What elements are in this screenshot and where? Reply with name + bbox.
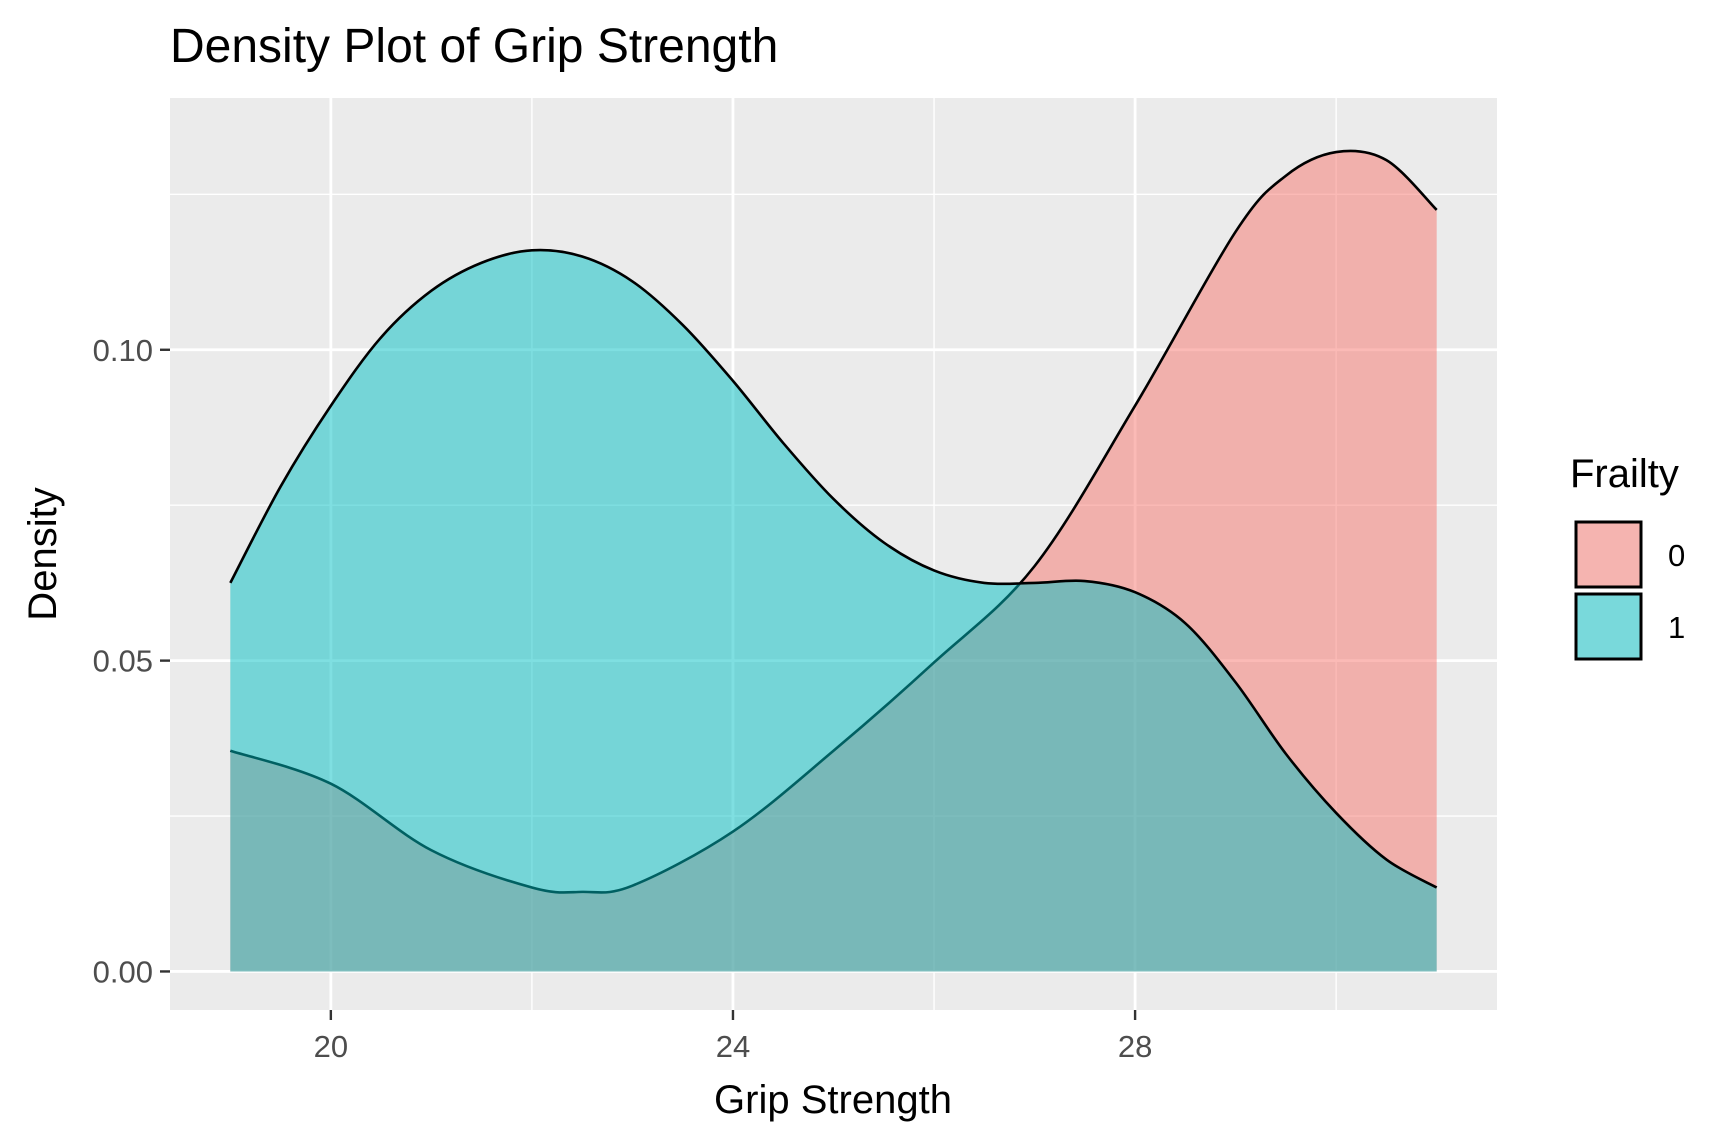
legend-title: Frailty	[1570, 452, 1679, 496]
legend-label: 0	[1668, 538, 1685, 573]
chart-title: Density Plot of Grip Strength	[170, 20, 778, 73]
y-axis-label: Density	[21, 487, 65, 620]
x-tick-label: 20	[314, 1029, 348, 1064]
y-tick-label: 0.05	[93, 644, 153, 679]
legend-key-1	[1574, 592, 1643, 661]
y-tick-label: 0.10	[93, 333, 153, 368]
density-area-1	[230, 250, 1437, 972]
legend-key-0	[1574, 520, 1643, 589]
x-tick-label: 28	[1118, 1029, 1152, 1064]
y-axis: 0.00 0.05 0.10	[93, 333, 170, 989]
x-tick-label: 24	[716, 1029, 750, 1064]
x-axis-label: Grip Strength	[714, 1078, 952, 1122]
legend-label: 1	[1668, 610, 1685, 645]
density-curve-1	[229, 248, 1438, 889]
x-axis: 20 24 28	[314, 1010, 1152, 1064]
legend: Frailty 0 1	[1570, 452, 1685, 661]
y-tick-label: 0.00	[93, 954, 153, 989]
density-areas	[229, 149, 1438, 972]
